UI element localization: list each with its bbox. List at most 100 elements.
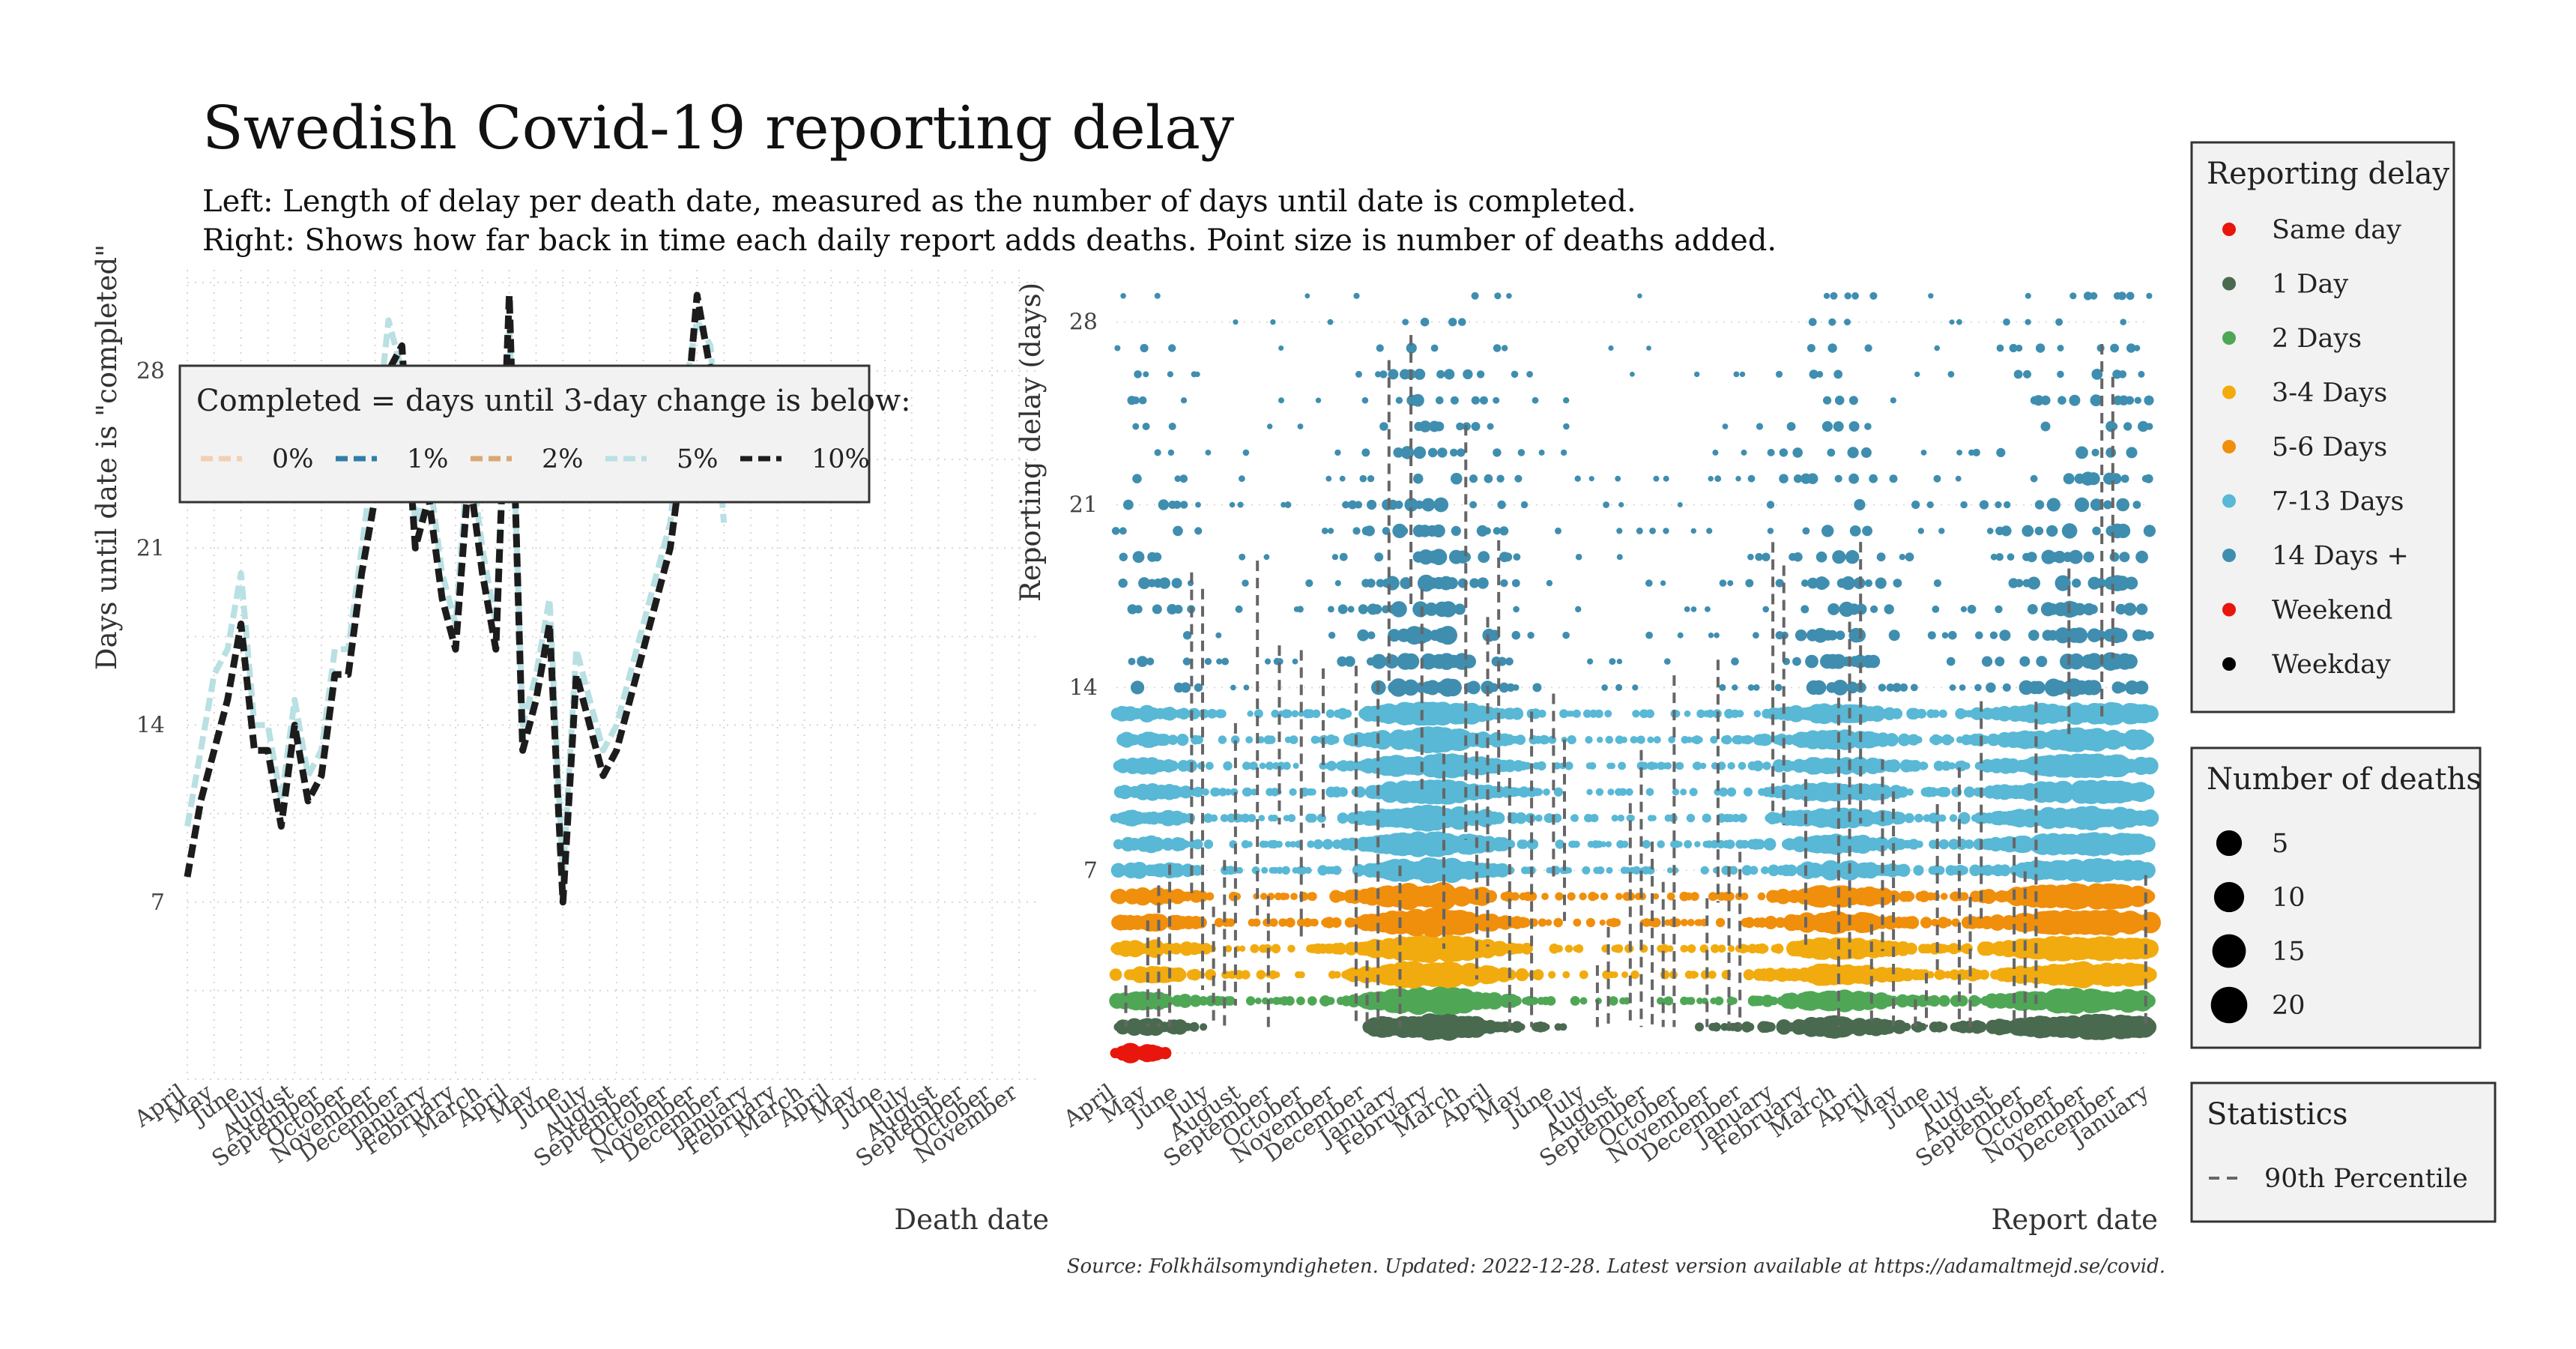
report-point: [1606, 866, 1613, 874]
report-point: [1611, 971, 1618, 979]
report-point: [1567, 892, 1576, 901]
report-point: [1956, 450, 1963, 456]
report-point: [1194, 683, 1203, 692]
report-point: [1167, 734, 1179, 745]
report-point: [1692, 971, 1699, 978]
report-point: [1196, 890, 1209, 902]
report-point: [2118, 370, 2127, 378]
report-point: [1582, 866, 1591, 875]
report-point: [1328, 632, 1336, 639]
report-point: [1597, 736, 1603, 743]
report-point: [1573, 710, 1580, 717]
report-point: [1686, 736, 1693, 743]
report-point: [1333, 971, 1341, 979]
report-point: [1618, 788, 1627, 797]
report-point: [1844, 319, 1851, 326]
report-point: [1134, 370, 1142, 378]
report-point: [1511, 707, 1524, 720]
report-point: [1773, 944, 1784, 954]
report-point: [1727, 945, 1735, 953]
report-point: [1696, 998, 1703, 1004]
report-point: [1113, 839, 1124, 850]
report-point: [1764, 916, 1778, 929]
report-point: [1291, 710, 1299, 718]
report-point: [1596, 710, 1603, 717]
report-point: [2057, 345, 2064, 351]
report-point: [1487, 423, 1494, 430]
report-point: [1511, 995, 1522, 1007]
report-point: [1614, 944, 1624, 953]
report-point: [1864, 344, 1872, 352]
report-point: [2058, 396, 2066, 405]
report-point: [1887, 759, 1901, 773]
report-point: [1138, 396, 1147, 405]
report-point: [1331, 917, 1342, 928]
report-point: [1202, 788, 1209, 796]
report-point: [1623, 997, 1630, 1005]
report-point: [1511, 892, 1520, 901]
report-point: [1343, 709, 1352, 718]
report-point: [2125, 396, 2135, 405]
report-point: [1132, 474, 1142, 483]
report-point: [1690, 528, 1696, 534]
report-point: [1269, 736, 1276, 743]
report-point: [1265, 761, 1275, 770]
report-point: [1332, 839, 1342, 849]
report-point: [1590, 814, 1599, 823]
report-point: [1869, 292, 1878, 300]
report-point: [1932, 606, 1940, 613]
report-point: [1827, 448, 1836, 457]
report-point: [1248, 814, 1257, 823]
report-point: [1366, 579, 1376, 588]
report-point: [2140, 939, 2159, 959]
report-point: [1249, 761, 1258, 770]
report-point: [1173, 525, 1183, 537]
report-point: [1337, 656, 1348, 667]
report-point: [1938, 709, 1947, 718]
report-point: [2132, 501, 2141, 509]
report-point: [2036, 656, 2048, 668]
report-point: [1271, 944, 1281, 954]
report-point: [1285, 996, 1295, 1006]
report-point: [1687, 997, 1696, 1005]
report-point: [2025, 292, 2031, 299]
report-point: [1132, 423, 1140, 430]
report-point: [2046, 525, 2058, 537]
report-point: [1220, 814, 1229, 822]
report-point: [1245, 996, 1256, 1006]
report-point: [1224, 788, 1232, 796]
left-x-axis-label: Death date: [894, 1204, 1049, 1236]
report-point: [1609, 996, 1618, 1006]
report-point: [1469, 474, 1478, 483]
report-point: [1204, 657, 1212, 666]
color-legend-label: 7-13 Days: [2272, 487, 2404, 517]
report-point: [1828, 318, 1836, 326]
report-point: [1933, 474, 1941, 483]
report-point: [2022, 525, 2034, 537]
report-point: [1457, 448, 1466, 457]
report-point: [1436, 396, 1444, 405]
left-x-ticks: AprilMayJuneJulyAugustSeptemberOctoberNo…: [130, 1079, 1023, 1173]
report-point: [1307, 813, 1317, 823]
report-point: [1543, 1023, 1550, 1030]
report-point: [1317, 865, 1328, 876]
chart-title: Swedish Covid-19 reporting delay: [202, 93, 1234, 163]
report-point: [1182, 631, 1192, 640]
report-point: [2085, 653, 2103, 670]
report-point: [2091, 448, 2099, 457]
left-legend-label: 10%: [811, 444, 870, 474]
report-point: [1538, 918, 1547, 927]
report-point: [1699, 762, 1707, 770]
report-point: [1216, 919, 1224, 926]
report-point: [1615, 893, 1623, 900]
report-point: [1575, 606, 1582, 613]
report-point: [1899, 554, 1905, 561]
report-point: [1763, 838, 1777, 851]
report-point: [1538, 449, 1545, 456]
report-point: [1960, 606, 1967, 613]
report-point: [1284, 709, 1292, 718]
report-point: [1677, 502, 1683, 507]
report-point: [1203, 813, 1213, 823]
size-legend-key: [2213, 881, 2245, 913]
report-point: [1893, 579, 1902, 588]
